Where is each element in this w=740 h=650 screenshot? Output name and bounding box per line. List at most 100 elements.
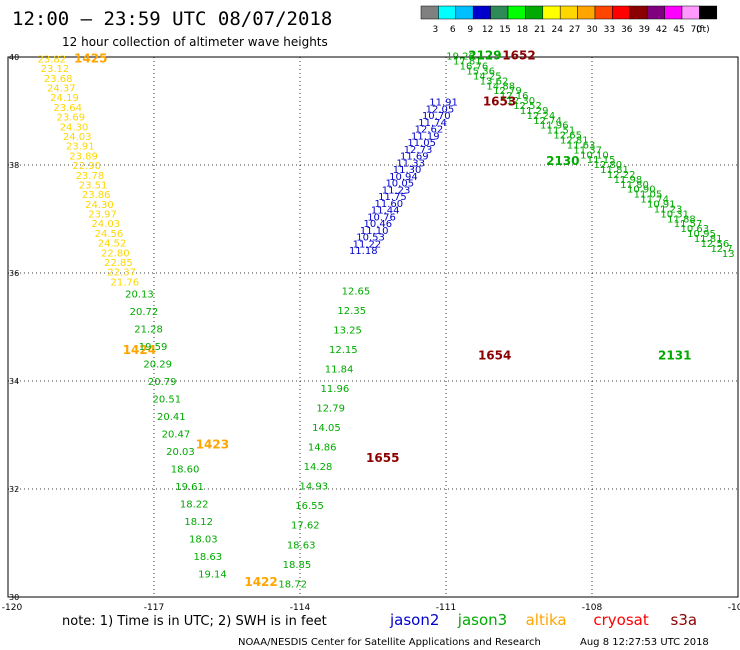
swh-value: 22.80 <box>101 248 130 259</box>
pass-time-label: 2131 <box>658 348 691 362</box>
pass-time-label: 1422 <box>244 575 277 589</box>
satellite-legend: jason2 jason3 altika cryosat s3a <box>389 611 697 629</box>
swh-value: 12.7 <box>710 244 732 255</box>
x-tick-label: -117 <box>144 603 164 613</box>
swh-value: 11.10 <box>360 226 389 237</box>
colorbar-label: 15 <box>499 25 510 35</box>
swh-value: 23.68 <box>44 74 73 85</box>
colorbar-swatch <box>681 5 700 20</box>
swh-value: 23.89 <box>69 151 98 162</box>
swh-value: 13 <box>722 249 735 260</box>
colorbar-label: 39 <box>638 25 650 35</box>
swh-value: 16.76 <box>460 62 489 73</box>
swh-value: 11.96 <box>540 121 569 132</box>
x-tick-label: -114 <box>290 603 311 613</box>
swh-value: 11.30 <box>393 165 422 176</box>
colorbar-swatch <box>612 5 631 20</box>
swh-value: 12.16 <box>500 91 529 102</box>
colorbar-label: 42 <box>656 25 667 35</box>
swh-value: 24.03 <box>63 132 92 143</box>
swh-value: 11.18 <box>349 246 378 257</box>
colorbar-swatch <box>438 5 457 20</box>
swh-value: 20.03 <box>166 447 195 458</box>
swh-value: 11.81 <box>600 165 629 176</box>
swh-value: 11.81 <box>694 234 723 245</box>
pass-time-label: 1423 <box>196 438 229 452</box>
pass-time-label: 1652 <box>502 49 535 63</box>
colorbar-legend: 3 6 9 12 15 18 21 24 27 30 33 36 39 42 45 70(ft) <box>420 5 718 35</box>
footer-credit: NOAA/NESDIS Center for Satellite Applica… <box>238 637 541 648</box>
pass-time-label: 1425 <box>74 51 107 65</box>
pass-time-label: 1655 <box>366 451 399 465</box>
colorbar-label: (ft) <box>696 25 710 35</box>
swh-value: 23.97 <box>88 210 117 221</box>
swh-value: 12.65 <box>342 287 371 298</box>
swh-value: 11.05 <box>407 138 436 149</box>
swh-value: 24.52 <box>98 239 127 250</box>
legend-entry: altika <box>526 611 567 629</box>
swh-value: 11.19 <box>411 131 440 142</box>
swh-value: 11.37 <box>573 145 602 156</box>
swh-value: 10.94 <box>389 172 418 183</box>
legend-entry: jason3 <box>457 611 507 629</box>
colorbar-swatch <box>525 5 544 20</box>
colorbar-swatch <box>472 5 491 20</box>
y-tick-label: 38 <box>9 161 19 170</box>
colorbar-swatch <box>559 5 578 20</box>
swh-value: 12.05 <box>426 104 455 115</box>
swh-value: 11.74 <box>640 195 669 206</box>
pass-time-label: 1653 <box>483 95 516 109</box>
swh-value: 18.63 <box>194 552 223 563</box>
y-tick-label: 30 <box>9 593 19 602</box>
colorbar-label: 27 <box>569 25 580 35</box>
swh-value: 11.15 <box>587 155 616 166</box>
swh-value: 11.29 <box>520 106 549 117</box>
swh-value: 17.81 <box>453 57 482 68</box>
swh-value: 24.03 <box>91 219 120 230</box>
swh-value: 11.98 <box>614 175 643 186</box>
colorbar-label: 24 <box>551 25 563 35</box>
swh-value: 11.60 <box>374 199 403 210</box>
colorbar-label: 36 <box>621 25 633 35</box>
swh-value: 10.70 <box>422 111 451 122</box>
swh-value: 19.61 <box>175 482 204 493</box>
swh-value: 20.29 <box>143 359 172 370</box>
swh-value: 12.80 <box>593 160 622 171</box>
chart-title: 12:00 – 23:59 UTC 08/07/2018 <box>12 8 332 30</box>
x-tick-label: -111 <box>436 603 456 613</box>
colorbar-swatch <box>542 5 561 20</box>
swh-value: 12.56 <box>701 239 730 250</box>
swh-value: 14.86 <box>308 443 337 454</box>
colorbar-label: 6 <box>450 25 456 35</box>
colorbar-label: 30 <box>586 25 598 35</box>
swh-value: 11.91 <box>429 98 458 109</box>
plot-frame <box>7 56 739 598</box>
colorbar-swatch <box>646 5 665 20</box>
pass-time-label: 1654 <box>478 348 511 362</box>
swh-value: 24.30 <box>85 200 114 211</box>
swh-value: 10.95 <box>687 229 716 240</box>
swh-value: 12.35 <box>337 306 366 317</box>
swh-value: 23.12 <box>41 64 70 75</box>
swh-value: 11.22 <box>353 239 382 250</box>
swh-value: 18.85 <box>283 560 312 571</box>
swh-value: 13.25 <box>333 326 362 337</box>
swh-value: 18.12 <box>184 517 213 528</box>
swh-value: 11.88 <box>667 214 696 225</box>
swh-value: 12.79 <box>493 86 522 97</box>
swh-value: 22.90 <box>72 161 101 172</box>
swh-value: 20.13 <box>125 289 154 300</box>
swh-value: 11.23 <box>382 185 411 196</box>
swh-value: 14.05 <box>312 423 341 434</box>
swh-value: 11.74 <box>418 118 447 129</box>
swh-value: 20.41 <box>157 412 186 423</box>
y-tick-label: 36 <box>9 269 19 278</box>
swh-value: 11.33 <box>396 158 425 169</box>
colorbar-label: 45 <box>673 25 684 35</box>
swh-value: 20.47 <box>162 429 191 440</box>
swh-value: 14.25 <box>473 71 502 82</box>
swh-value: 24.19 <box>50 93 79 104</box>
pass-time-label: 2130 <box>546 154 579 168</box>
swh-value: 11.75 <box>378 192 407 203</box>
x-tick-label: -120 <box>2 603 23 613</box>
